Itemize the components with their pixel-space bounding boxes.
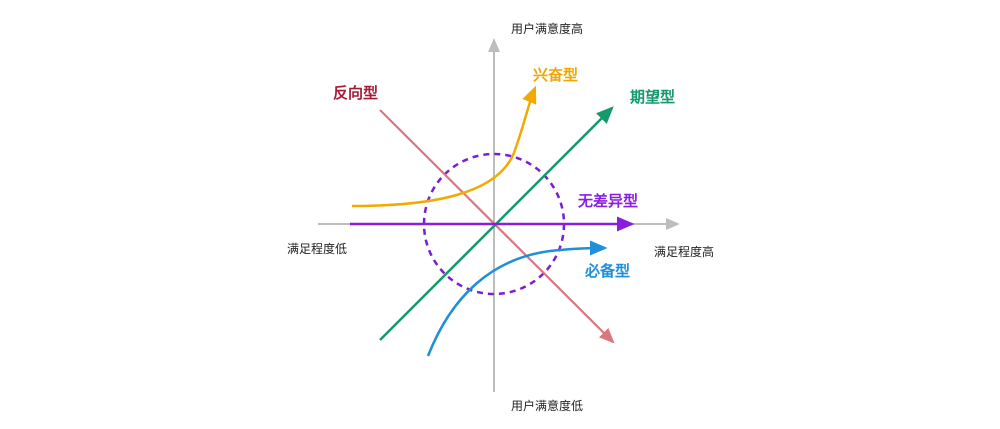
expected-type-label: 期望型 xyxy=(630,88,676,106)
reverse-line xyxy=(379,109,615,344)
y-axis-low-label: 用户满意度低 xyxy=(511,399,584,413)
x-axis-low-label: 满足程度低 xyxy=(287,242,348,256)
indifferent-type-label: 无差异型 xyxy=(578,192,639,210)
must-be-curve xyxy=(426,240,608,357)
y-axis-high-label: 用户满意度高 xyxy=(511,22,584,36)
must-be-type-label: 必备型 xyxy=(585,262,631,280)
exciting-type-label: 兴奋型 xyxy=(533,66,579,84)
x-axis-high-label: 满足程度高 xyxy=(654,245,715,259)
exciting-curve xyxy=(351,85,537,208)
reverse-type-label: 反向型 xyxy=(333,84,379,102)
